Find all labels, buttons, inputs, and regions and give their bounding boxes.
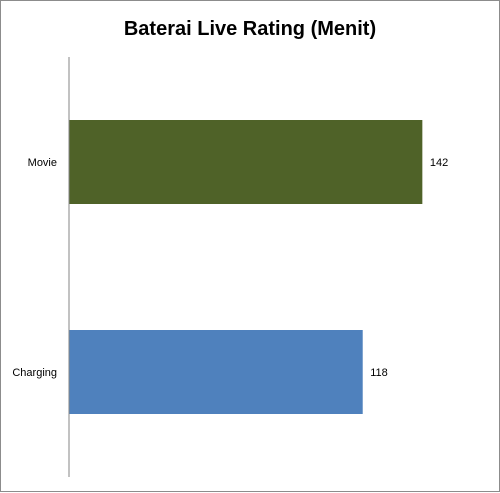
- bars-layer: Movie 142 Charging 118: [12, 120, 448, 414]
- category-label-movie: Movie: [28, 157, 57, 169]
- category-label-charging: Charging: [12, 367, 57, 379]
- data-label-movie: 142: [430, 157, 448, 169]
- bar-charging: [69, 330, 363, 414]
- bar-movie: [69, 120, 423, 204]
- data-label-charging: 118: [370, 367, 388, 379]
- chart-title: Baterai Live Rating (Menit): [124, 18, 376, 40]
